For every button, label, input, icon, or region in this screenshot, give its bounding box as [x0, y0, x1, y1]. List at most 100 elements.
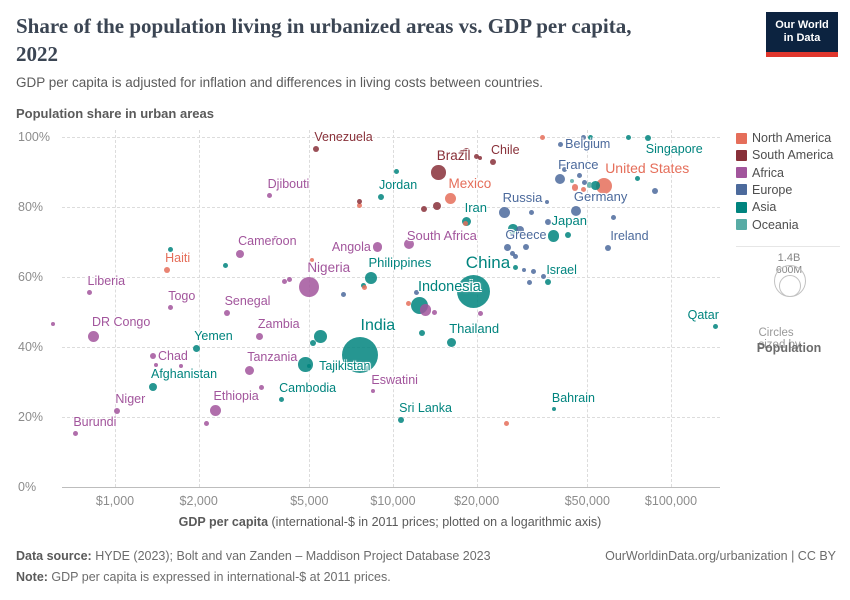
- data-point-dot[interactable]: [509, 251, 515, 257]
- chad-label[interactable]: Chad: [158, 349, 188, 364]
- haiti-dot[interactable]: [164, 267, 171, 273]
- data-point-dot[interactable]: [463, 147, 471, 155]
- data-point-dot[interactable]: [272, 236, 278, 241]
- data-point-dot[interactable]: [635, 175, 641, 181]
- belgium-label[interactable]: Belgium: [565, 137, 611, 152]
- germany-label[interactable]: Germany: [573, 188, 628, 204]
- data-point-dot[interactable]: [287, 276, 293, 282]
- burundi-dot[interactable]: [72, 430, 78, 436]
- senegal-label[interactable]: Senegal: [224, 294, 271, 309]
- data-point-dot[interactable]: [179, 363, 184, 368]
- data-point-dot[interactable]: [153, 362, 158, 367]
- data-point-dot[interactable]: [477, 310, 483, 316]
- venezuela-dot[interactable]: [313, 146, 320, 153]
- philippines-label[interactable]: Philippines: [368, 254, 432, 270]
- data-point-dot[interactable]: [529, 210, 535, 216]
- japan-dot[interactable]: [547, 230, 560, 242]
- djibouti-dot[interactable]: [267, 192, 273, 198]
- data-point-dot[interactable]: [281, 279, 287, 285]
- qatar-dot[interactable]: [713, 323, 719, 329]
- afghanistan-label[interactable]: Afghanistan: [151, 366, 218, 381]
- iran-label[interactable]: Iran: [464, 199, 488, 215]
- data-point-dot[interactable]: [580, 186, 586, 192]
- india-dot[interactable]: [341, 336, 379, 374]
- russia-label[interactable]: Russia: [502, 189, 543, 205]
- data-point-dot[interactable]: [340, 291, 346, 297]
- japan-label[interactable]: Japan: [551, 213, 587, 229]
- afghanistan-dot[interactable]: [149, 382, 157, 391]
- ethiopia-label[interactable]: Ethiopia: [213, 389, 259, 404]
- data-point-dot[interactable]: [418, 330, 425, 337]
- togo-dot[interactable]: [167, 304, 173, 310]
- data-point-dot[interactable]: [357, 199, 363, 205]
- united-states-label[interactable]: United States: [605, 159, 690, 176]
- belgium-dot[interactable]: [558, 141, 564, 147]
- data-point-dot[interactable]: [544, 219, 551, 226]
- data-point-dot[interactable]: [610, 215, 616, 221]
- united-states-dot[interactable]: [596, 177, 613, 194]
- data-point-dot[interactable]: [458, 150, 465, 157]
- data-point-dot[interactable]: [406, 301, 412, 307]
- data-point-dot[interactable]: [541, 274, 547, 280]
- data-point-dot[interactable]: [577, 173, 583, 179]
- bahrain-label[interactable]: Bahrain: [551, 391, 595, 406]
- burundi-label[interactable]: Burundi: [73, 414, 117, 429]
- dr-congo-dot[interactable]: [88, 331, 100, 343]
- bahrain-dot[interactable]: [551, 407, 556, 412]
- liberia-label[interactable]: Liberia: [87, 273, 126, 288]
- data-point-dot[interactable]: [625, 134, 631, 140]
- data-point-dot[interactable]: [580, 134, 586, 140]
- data-point-dot[interactable]: [474, 154, 480, 160]
- mexico-dot[interactable]: [444, 192, 457, 204]
- data-point-dot[interactable]: [540, 134, 545, 140]
- china-label[interactable]: China: [465, 252, 511, 272]
- data-point-dot[interactable]: [432, 201, 442, 211]
- niger-label[interactable]: Niger: [115, 391, 146, 406]
- greece-dot[interactable]: [503, 244, 511, 252]
- data-point-dot[interactable]: [530, 269, 536, 275]
- eswatini-dot[interactable]: [371, 389, 376, 394]
- france-dot[interactable]: [554, 173, 566, 185]
- angola-dot[interactable]: [372, 242, 383, 252]
- qatar-label[interactable]: Qatar: [687, 307, 719, 322]
- data-point-dot[interactable]: [419, 304, 432, 316]
- data-point-dot[interactable]: [504, 420, 510, 426]
- data-point-dot[interactable]: [204, 420, 210, 426]
- data-point-dot[interactable]: [562, 167, 568, 173]
- cameroon-dot[interactable]: [236, 250, 245, 259]
- israel-dot[interactable]: [545, 278, 552, 285]
- legend-item-asia[interactable]: Asia: [736, 200, 776, 214]
- footer-link[interactable]: OurWorldinData.org/urbanization | CC BY: [605, 549, 836, 563]
- legend-item-africa[interactable]: Africa: [736, 166, 784, 180]
- indonesia-label[interactable]: Indonesia: [417, 278, 481, 295]
- india-label[interactable]: India: [360, 316, 396, 334]
- jordan-dot[interactable]: [377, 193, 384, 200]
- data-point-dot[interactable]: [527, 280, 533, 286]
- yemen-dot[interactable]: [192, 344, 200, 352]
- singapore-label[interactable]: Singapore: [645, 141, 703, 156]
- mexico-label[interactable]: Mexico: [448, 175, 492, 191]
- data-point-dot[interactable]: [309, 257, 314, 262]
- nigeria-label[interactable]: Nigeria: [307, 259, 351, 275]
- yemen-label[interactable]: Yemen: [194, 328, 233, 343]
- data-point-dot[interactable]: [394, 169, 400, 175]
- legend-item-europe[interactable]: Europe: [736, 183, 792, 197]
- zambia-dot[interactable]: [256, 333, 264, 341]
- data-point-dot[interactable]: [652, 187, 659, 194]
- legend-item-south-america[interactable]: South America: [736, 148, 833, 162]
- sri-lanka-label[interactable]: Sri Lanka: [399, 401, 452, 416]
- data-point-dot[interactable]: [431, 310, 437, 316]
- israel-label[interactable]: Israel: [546, 262, 577, 277]
- thailand-label[interactable]: Thailand: [449, 321, 500, 337]
- data-point-dot[interactable]: [582, 179, 588, 185]
- tanzania-label[interactable]: Tanzania: [247, 349, 298, 364]
- data-point-dot[interactable]: [462, 220, 468, 226]
- djibouti-label[interactable]: Djibouti: [267, 176, 310, 191]
- sri-lanka-dot[interactable]: [398, 417, 405, 424]
- data-point-dot[interactable]: [420, 206, 427, 213]
- south-africa-label[interactable]: South Africa: [406, 228, 477, 244]
- senegal-dot[interactable]: [223, 310, 230, 317]
- greece-label[interactable]: Greece: [505, 228, 547, 243]
- tanzania-dot[interactable]: [244, 365, 254, 375]
- data-point-dot[interactable]: [223, 263, 229, 269]
